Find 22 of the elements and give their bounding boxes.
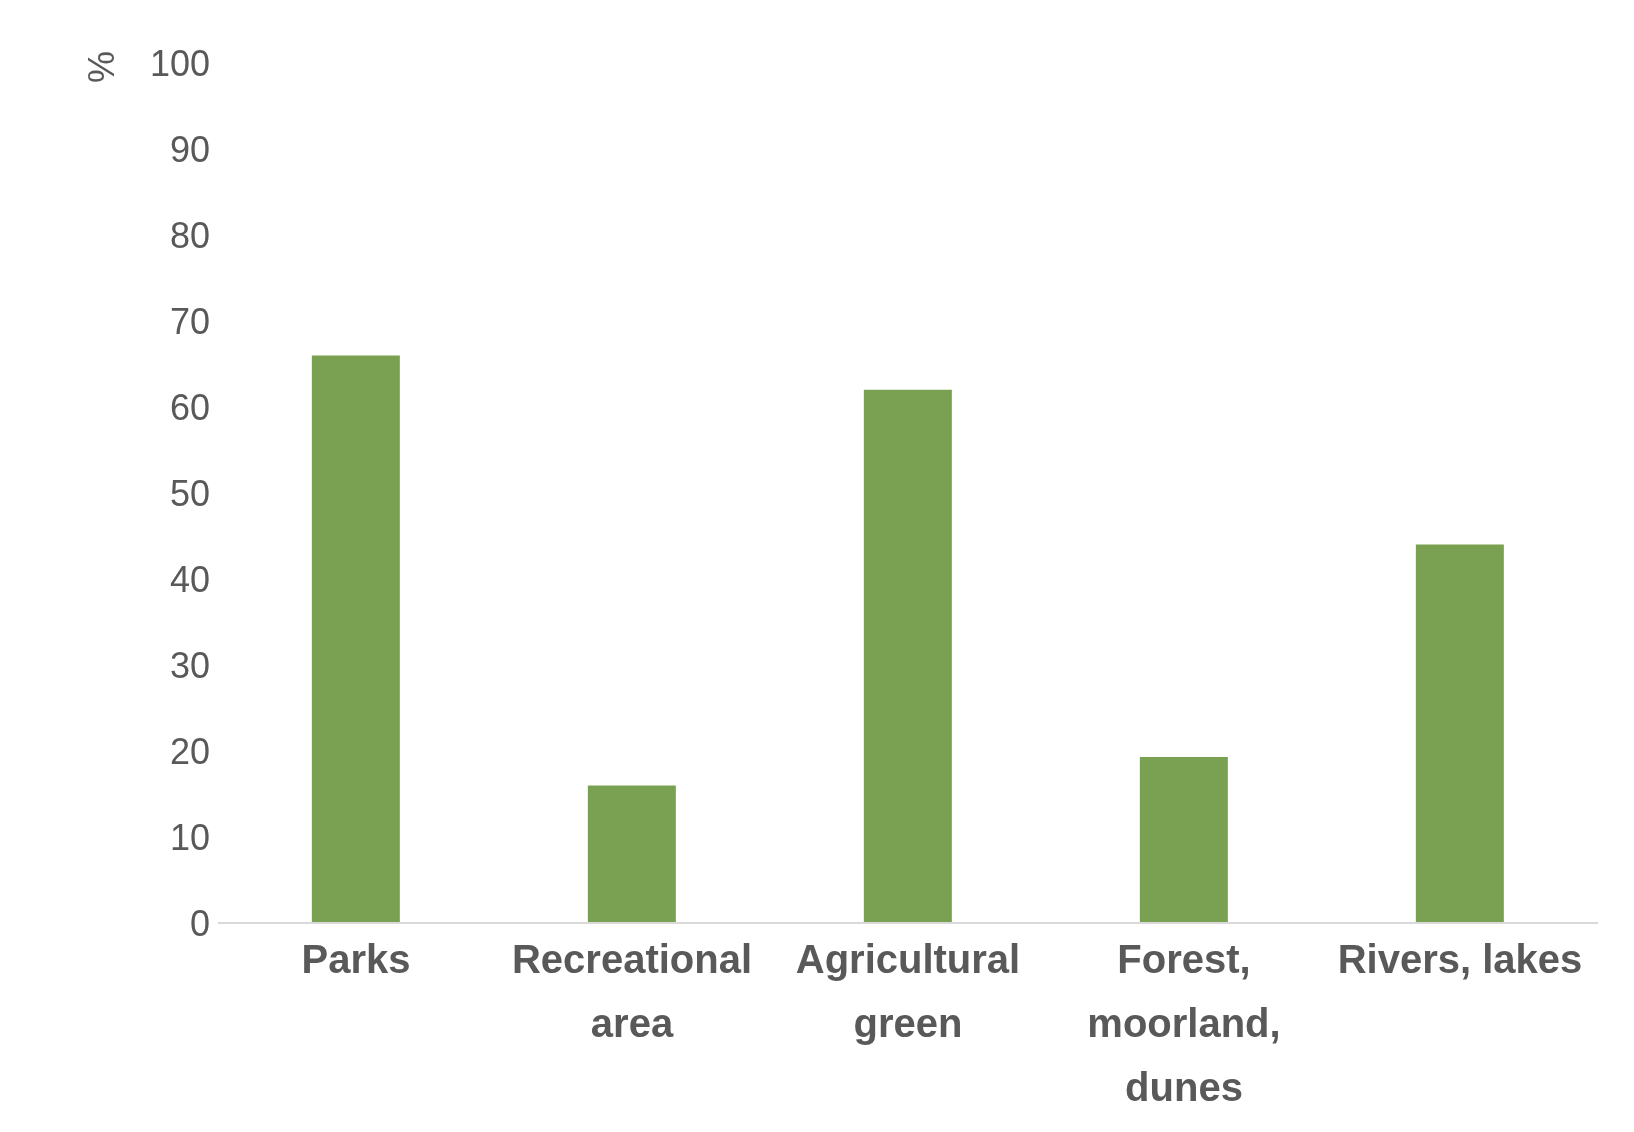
x-tick-label: Agricultural green xyxy=(795,937,1021,1045)
y-tick-label: 70 xyxy=(169,300,210,342)
y-tick-label: 0 xyxy=(189,902,210,944)
y-tick-label: 40 xyxy=(169,558,210,600)
bar xyxy=(1415,544,1504,923)
y-tick-label: 90 xyxy=(169,128,210,170)
bar xyxy=(863,389,952,923)
y-axis-title: % xyxy=(80,50,122,83)
bar xyxy=(311,355,400,923)
x-tick-label: Forest, moorland, dunes xyxy=(1087,937,1281,1109)
y-tick-label: 50 xyxy=(169,472,210,514)
x-tick-label: Parks xyxy=(301,937,411,981)
bar xyxy=(1139,757,1228,923)
y-tick-label: 100 xyxy=(149,42,210,84)
y-tick-label: 80 xyxy=(169,214,210,256)
x-tick-label: Rivers, lakes xyxy=(1337,937,1583,981)
y-tick-label: 30 xyxy=(169,644,210,686)
y-tick-label: 60 xyxy=(169,386,210,428)
x-tick-label: Recreational area xyxy=(511,937,753,1045)
y-tick-label: 20 xyxy=(169,730,210,772)
y-tick-label: 10 xyxy=(169,816,210,858)
bar xyxy=(587,785,676,923)
